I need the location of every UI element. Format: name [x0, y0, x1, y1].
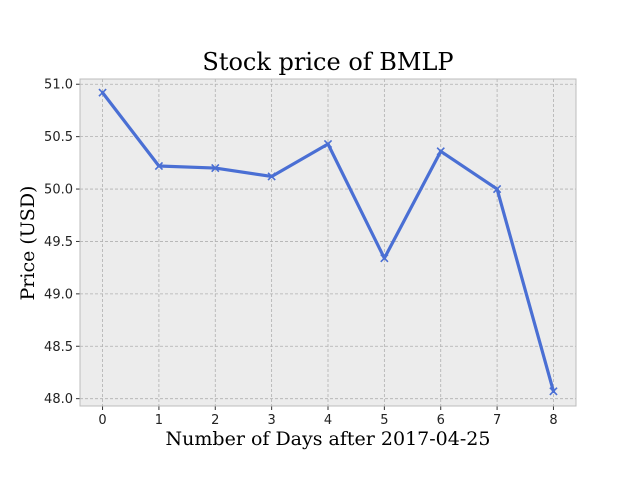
data-point-marker: [154, 161, 164, 171]
grid-lines: [80, 79, 576, 406]
x-tick-label: 8: [549, 413, 557, 428]
y-axis-label: Price (USD): [17, 186, 39, 301]
y-tick-label: 48.0: [44, 392, 73, 407]
x-tick-label: 0: [98, 413, 106, 428]
axis-ticks: 0 1 2 3 4 5 6 7 8 48.0 48.5 49.0 49.5 50.0 50.5 51.0: [44, 78, 558, 428]
x-tick-label: 7: [493, 413, 501, 428]
x-tick-label: 2: [211, 413, 219, 428]
data-point-marker: [549, 387, 558, 396]
x-tick-label: 5: [380, 413, 388, 428]
data-point-marker: [267, 172, 276, 181]
y-tick-label: 49.5: [44, 235, 73, 250]
data-series: [98, 88, 558, 396]
chart-title: Stock price of BMLP: [202, 48, 453, 76]
data-point-marker: [436, 147, 445, 156]
data-point-marker: [98, 88, 107, 97]
y-tick-label: 50.0: [44, 183, 73, 198]
data-point-marker: [323, 139, 333, 149]
y-tick-label: 48.5: [44, 340, 73, 355]
y-tick-label: 51.0: [44, 78, 73, 93]
x-tick-label: 3: [267, 413, 275, 428]
plot-frame: [79, 78, 577, 407]
x-tick-label: 1: [155, 413, 163, 428]
data-point-marker: [492, 184, 502, 194]
data-point-marker: [380, 254, 389, 263]
x-tick-label: 6: [437, 413, 445, 428]
data-point-marker: [211, 163, 220, 173]
x-axis-label: Number of Days after 2017-04-25: [166, 428, 491, 450]
y-tick-label: 49.0: [44, 287, 73, 302]
x-tick-label: 4: [324, 413, 332, 428]
y-tick-label: 50.5: [44, 130, 73, 145]
